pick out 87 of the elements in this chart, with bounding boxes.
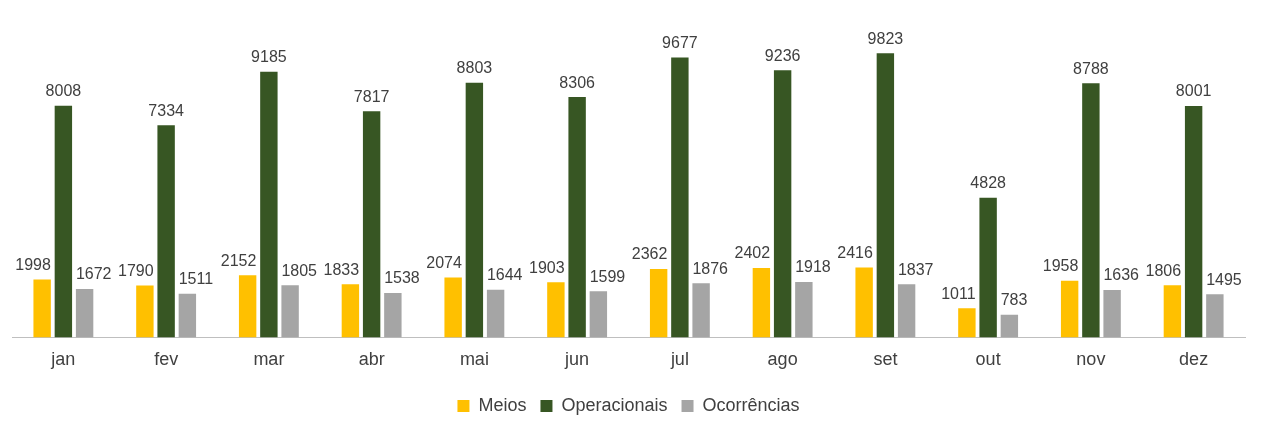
bar [547,282,565,338]
bar [444,277,462,338]
bar [1163,285,1182,338]
bar [238,275,257,338]
x-tick-label: ago [767,349,798,370]
bar [979,197,997,338]
data-label: 1011 [941,284,976,302]
data-label: 1495 [1206,270,1242,288]
bar [876,53,895,338]
bar [75,289,94,338]
data-label: 1958 [1042,257,1079,275]
x-tick-label: abr [358,349,385,370]
data-label: 1903 [529,258,565,276]
x-tick-label: mai [459,349,489,370]
data-label: 2416 [837,243,873,261]
data-label: 783 [1000,291,1028,309]
legend-label: Meios [478,394,527,415]
data-label: 8306 [559,73,596,91]
bar [260,71,278,338]
data-label: 1672 [75,265,112,283]
data-label: 1998 [15,256,51,273]
data-label: 1837 [897,260,934,278]
bar [568,97,586,338]
bar [1184,105,1203,338]
bar [1103,290,1121,338]
x-tick-label: jun [564,349,590,370]
bar [281,285,299,338]
legend-label: Operacionais [561,394,668,415]
bar [1060,280,1079,338]
x-tick-label: out [975,349,1001,370]
bar [897,284,916,338]
bar [855,267,873,338]
x-tick-label: set [873,349,898,370]
data-label: 1636 [1103,266,1140,284]
data-label: 4828 [970,174,1007,192]
bar [773,70,792,338]
bar [486,289,505,338]
bar [178,293,197,338]
x-tick-label: mar [253,349,285,370]
data-label: 1833 [323,260,360,278]
data-label: 1538 [384,269,420,287]
bar [384,292,402,338]
data-label: 8001 [1175,82,1212,100]
data-label: 9236 [764,46,801,64]
x-tick-label: dez [1179,349,1209,370]
bar [1206,294,1224,338]
data-label: 1790 [118,262,154,280]
bar [1000,314,1019,338]
x-tick-label: jan [50,349,76,370]
bar [157,125,175,338]
bar [589,291,608,338]
bar [692,283,710,338]
data-label: 1806 [1145,261,1182,279]
bar [341,284,360,338]
bar [136,285,154,338]
data-label: 8788 [1073,59,1109,77]
legend-label: Ocorrências [702,394,800,415]
data-label: 2074 [426,253,462,271]
data-label: 7817 [353,87,390,105]
data-label: 1918 [795,258,831,276]
x-tick-label: fev [154,349,179,370]
bar [54,105,73,338]
data-label: 9185 [251,48,287,66]
x-tick-label: jul [669,349,689,370]
bar [795,281,813,338]
bar [33,279,51,338]
data-label: 7334 [148,101,185,119]
data-label: 8803 [456,59,493,77]
data-label: 2152 [220,251,257,269]
bar [465,82,484,338]
bar [1082,83,1100,338]
bar [649,269,668,338]
data-label: 1805 [281,261,318,279]
bar [362,111,381,338]
data-label: 1511 [178,270,214,288]
bar [671,57,689,338]
data-label: 1876 [692,259,729,277]
x-tick-label: nov [1076,349,1106,370]
bar [958,308,976,338]
data-label: 2402 [734,244,771,262]
data-label: 1644 [486,266,523,284]
data-label: 9823 [867,29,904,47]
data-label: 1599 [589,267,626,285]
data-label: 8008 [45,82,82,100]
data-label: 9677 [662,33,698,51]
data-label: 2362 [631,245,668,263]
bar [752,267,771,338]
